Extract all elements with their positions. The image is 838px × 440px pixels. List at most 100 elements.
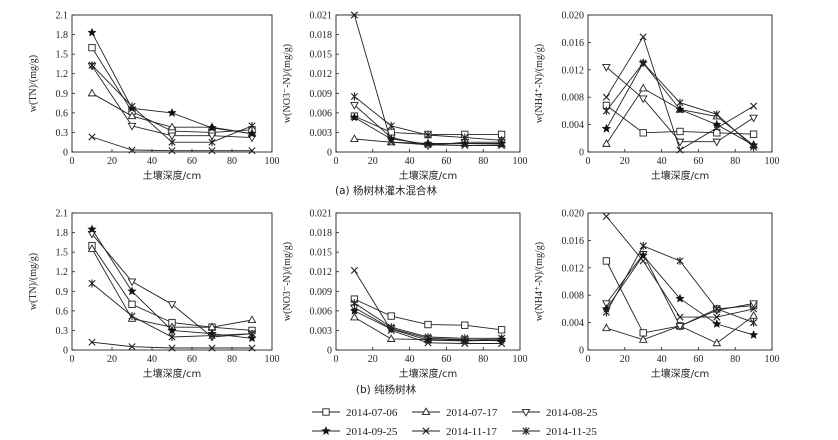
y-tick-label: 0.006	[310, 108, 333, 119]
y-tick-label: 0.009	[310, 89, 333, 100]
x-tick-label: 40	[147, 156, 157, 167]
data-point	[750, 143, 758, 152]
y-tick-label: 0.012	[562, 263, 585, 274]
data-point	[639, 33, 647, 41]
legend-item: 2014-07-06	[312, 407, 398, 419]
data-point	[602, 64, 611, 72]
x-tick-label: 80	[227, 156, 237, 167]
data-point	[675, 104, 685, 114]
y-tick-label: 0	[63, 346, 68, 357]
y-tick-label: 0.018	[310, 228, 333, 239]
data-point	[749, 311, 758, 319]
x-axis-label: 土壤深度/cm	[399, 169, 458, 182]
y-tick-label: 1.5	[56, 50, 69, 61]
data-point	[638, 83, 648, 92]
data-point	[423, 139, 433, 149]
legend-item: 2014-08-25	[512, 407, 598, 419]
data-point	[248, 329, 256, 338]
data-point	[167, 107, 177, 117]
data-point	[424, 320, 432, 329]
data-point	[128, 300, 136, 308]
plot-frame	[587, 14, 773, 153]
chart-panel-5: 0 20 40 60 80 100 0 0.003 0.006 0.009 0.012 0.015 0.…	[282, 209, 528, 381]
data-point	[350, 92, 358, 101]
data-point	[167, 132, 177, 141]
data-point	[602, 93, 610, 101]
data-point	[713, 313, 721, 321]
series-line	[606, 216, 754, 318]
x-axis-label: 土壤深度/cm	[399, 367, 458, 380]
series-line	[91, 32, 253, 135]
data-point	[748, 329, 759, 339]
data-point	[87, 27, 97, 37]
data-point	[676, 313, 684, 321]
data-point	[88, 133, 96, 141]
data-point	[639, 129, 647, 137]
y-tick-label: 1.2	[56, 69, 69, 80]
plot-frame	[335, 212, 521, 351]
y-tick-label: 0	[327, 346, 332, 357]
data-point	[675, 322, 685, 331]
plot-frame	[71, 212, 273, 351]
data-point	[88, 43, 96, 52]
data-point	[208, 138, 216, 147]
data-point	[602, 106, 610, 115]
data-point	[87, 244, 97, 252]
y-tick-label: 0.3	[56, 326, 69, 337]
legend-marker	[422, 427, 430, 435]
y-tick-label: 1.5	[56, 248, 69, 259]
data-point	[88, 61, 96, 70]
series-2014-07-06	[350, 295, 506, 334]
x-tick-label: 0	[334, 354, 339, 365]
x-tick-label: 0	[70, 354, 75, 365]
y-tick-label: 0.018	[310, 30, 333, 41]
legend-label: 2014-09-25	[346, 426, 398, 438]
x-tick-label: 80	[478, 156, 488, 167]
x-tick-label: 100	[765, 156, 780, 167]
x-tick-label: 80	[478, 354, 488, 365]
data-point	[387, 138, 395, 146]
data-point	[638, 335, 648, 343]
y-tick-label: 0.012	[562, 65, 585, 76]
x-tick-label: 100	[265, 156, 280, 167]
data-point	[127, 122, 137, 131]
x-tick-label: 20	[107, 156, 117, 167]
y-tick-label: 0.020	[562, 209, 585, 220]
data-point	[601, 123, 612, 133]
data-point	[676, 256, 684, 265]
data-point	[248, 147, 256, 155]
data-point	[712, 138, 722, 147]
legend-label: 2014-11-25	[546, 426, 597, 438]
y-tick-label: 0.004	[562, 120, 585, 131]
y-tick-label: 2.1	[56, 11, 69, 22]
data-point	[713, 304, 721, 313]
x-tick-label: 80	[730, 156, 740, 167]
x-tick-label: 100	[513, 354, 528, 365]
x-tick-label: 0	[70, 156, 75, 167]
data-point	[749, 300, 758, 309]
legend-marker	[322, 408, 330, 416]
x-tick-label: 40	[147, 354, 157, 365]
data-point	[349, 112, 360, 122]
x-axis-label: 土壤深度/cm	[143, 367, 202, 380]
data-point	[387, 312, 395, 320]
y-axis-label: w(NH4⁺-N)/(mg/g)	[534, 242, 545, 321]
legend-item: 2014-11-25	[512, 426, 597, 438]
data-point	[638, 250, 648, 260]
data-point	[88, 338, 96, 346]
data-point	[424, 141, 432, 149]
series-2014-11-17	[350, 11, 506, 150]
data-point	[639, 58, 647, 67]
data-point	[167, 325, 177, 335]
data-point	[602, 212, 610, 221]
data-point	[350, 299, 358, 308]
data-point	[461, 334, 469, 343]
x-tick-label: 20	[368, 354, 378, 365]
y-tick-label: 1.8	[56, 30, 69, 41]
data-point	[168, 344, 176, 352]
x-tick-label: 40	[657, 156, 667, 167]
data-point	[128, 343, 136, 351]
x-axis-label: 土壤深度/cm	[651, 367, 710, 380]
data-point	[676, 127, 684, 136]
